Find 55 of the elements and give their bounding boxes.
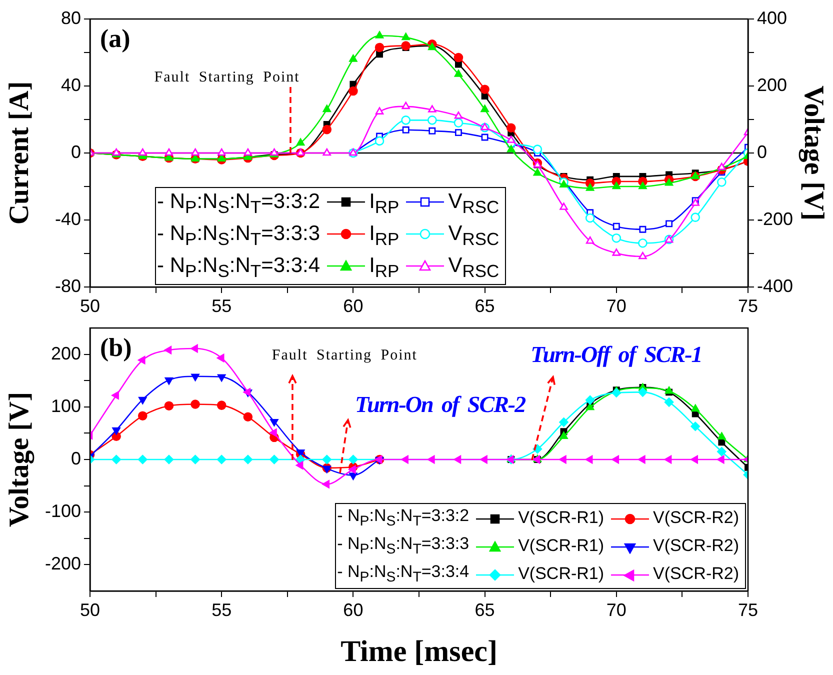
x-tick-label: 50 [80,600,100,620]
legend-label: V(SCR-R1) [518,508,604,528]
y2-tick-label: -200 [757,208,794,229]
x-tick-label: 55 [212,296,232,316]
x-tick-label: 65 [474,600,495,620]
y2-axis-title: Voltage [V] [798,85,829,221]
y-axis-title: Current [A] [4,81,36,225]
legend-label: V(SCR-R2) [653,508,739,528]
legend-label: V$_{RSC}$ [448,254,500,282]
x-tick-label: 70 [606,296,626,316]
chart-title: (a) [100,24,130,54]
legend-label: I$_{RP}$ [369,222,400,250]
y-tick-label: -200 [44,554,81,574]
legend-label: I$_{RP}$ [369,190,400,217]
x-tick-label: 75 [738,600,758,620]
y-tick-label: 100 [50,396,81,416]
y2-tick-label: -400 [757,276,794,296]
y-tick-label: -80 [54,276,81,296]
legend-label: I$_{RP}$ [369,254,400,282]
x-tick-label: 50 [80,296,100,316]
y-tick-label: 40 [60,74,81,95]
x-axis-title: Time [msec] [340,634,498,668]
y-tick-label: 0 [70,448,81,468]
annotation: - N$_{P}$:N$_{S}$:N$_{T}$=3:3:3 [156,220,322,252]
y2-tick-label: 200 [757,74,788,95]
y2-tick-label: 400 [757,8,788,28]
annotation: Turn-Off of SCR-1 [530,342,702,368]
legend-label: V(SCR-R2) [653,564,739,584]
annotation: - N$_{P}$:N$_{S}$:N$_{T}$=3:3:3 [336,532,470,560]
annotation: - N$_{P}$:N$_{S}$:N$_{T}$=3:3:2 [156,188,322,219]
x-tick-label: 55 [212,600,232,620]
legend-label: V(SCR-R2) [653,536,739,556]
x-tick-label: 60 [343,296,364,316]
annotation: - N$_{P}$:N$_{S}$:N$_{T}$=3:3:4 [336,560,470,588]
x-tick-label: 75 [738,296,758,316]
legend-label: V(SCR-R1) [518,536,604,556]
annotation: Fault Starting Point [154,70,300,86]
y-axis-title: Voltage [V] [4,392,36,528]
x-tick-label: 60 [343,600,364,620]
annotation: Turn-On of SCR-2 [354,392,526,418]
y-tick-label: 0 [70,142,81,162]
annotation: - N$_{P}$:N$_{S}$:N$_{T}$=3:3:2 [336,504,470,532]
chart-title: (b) [100,333,132,363]
y-tick-label: -40 [54,208,81,229]
y-tick-label: -100 [44,501,81,522]
annotation: - N$_{P}$:N$_{S}$:N$_{T}$=3:3:4 [156,252,322,284]
x-tick-label: 70 [606,600,626,620]
legend-label: V$_{RSC}$ [448,190,500,217]
annotation: Fault Starting Point [272,347,418,364]
legend-label: V$_{RSC}$ [448,222,500,250]
y-tick-label: 80 [60,8,81,28]
x-tick-label: 65 [474,296,495,316]
y-tick-label: 200 [50,343,81,364]
legend-label: V(SCR-R1) [518,564,604,584]
y2-tick-label: 0 [757,142,768,162]
